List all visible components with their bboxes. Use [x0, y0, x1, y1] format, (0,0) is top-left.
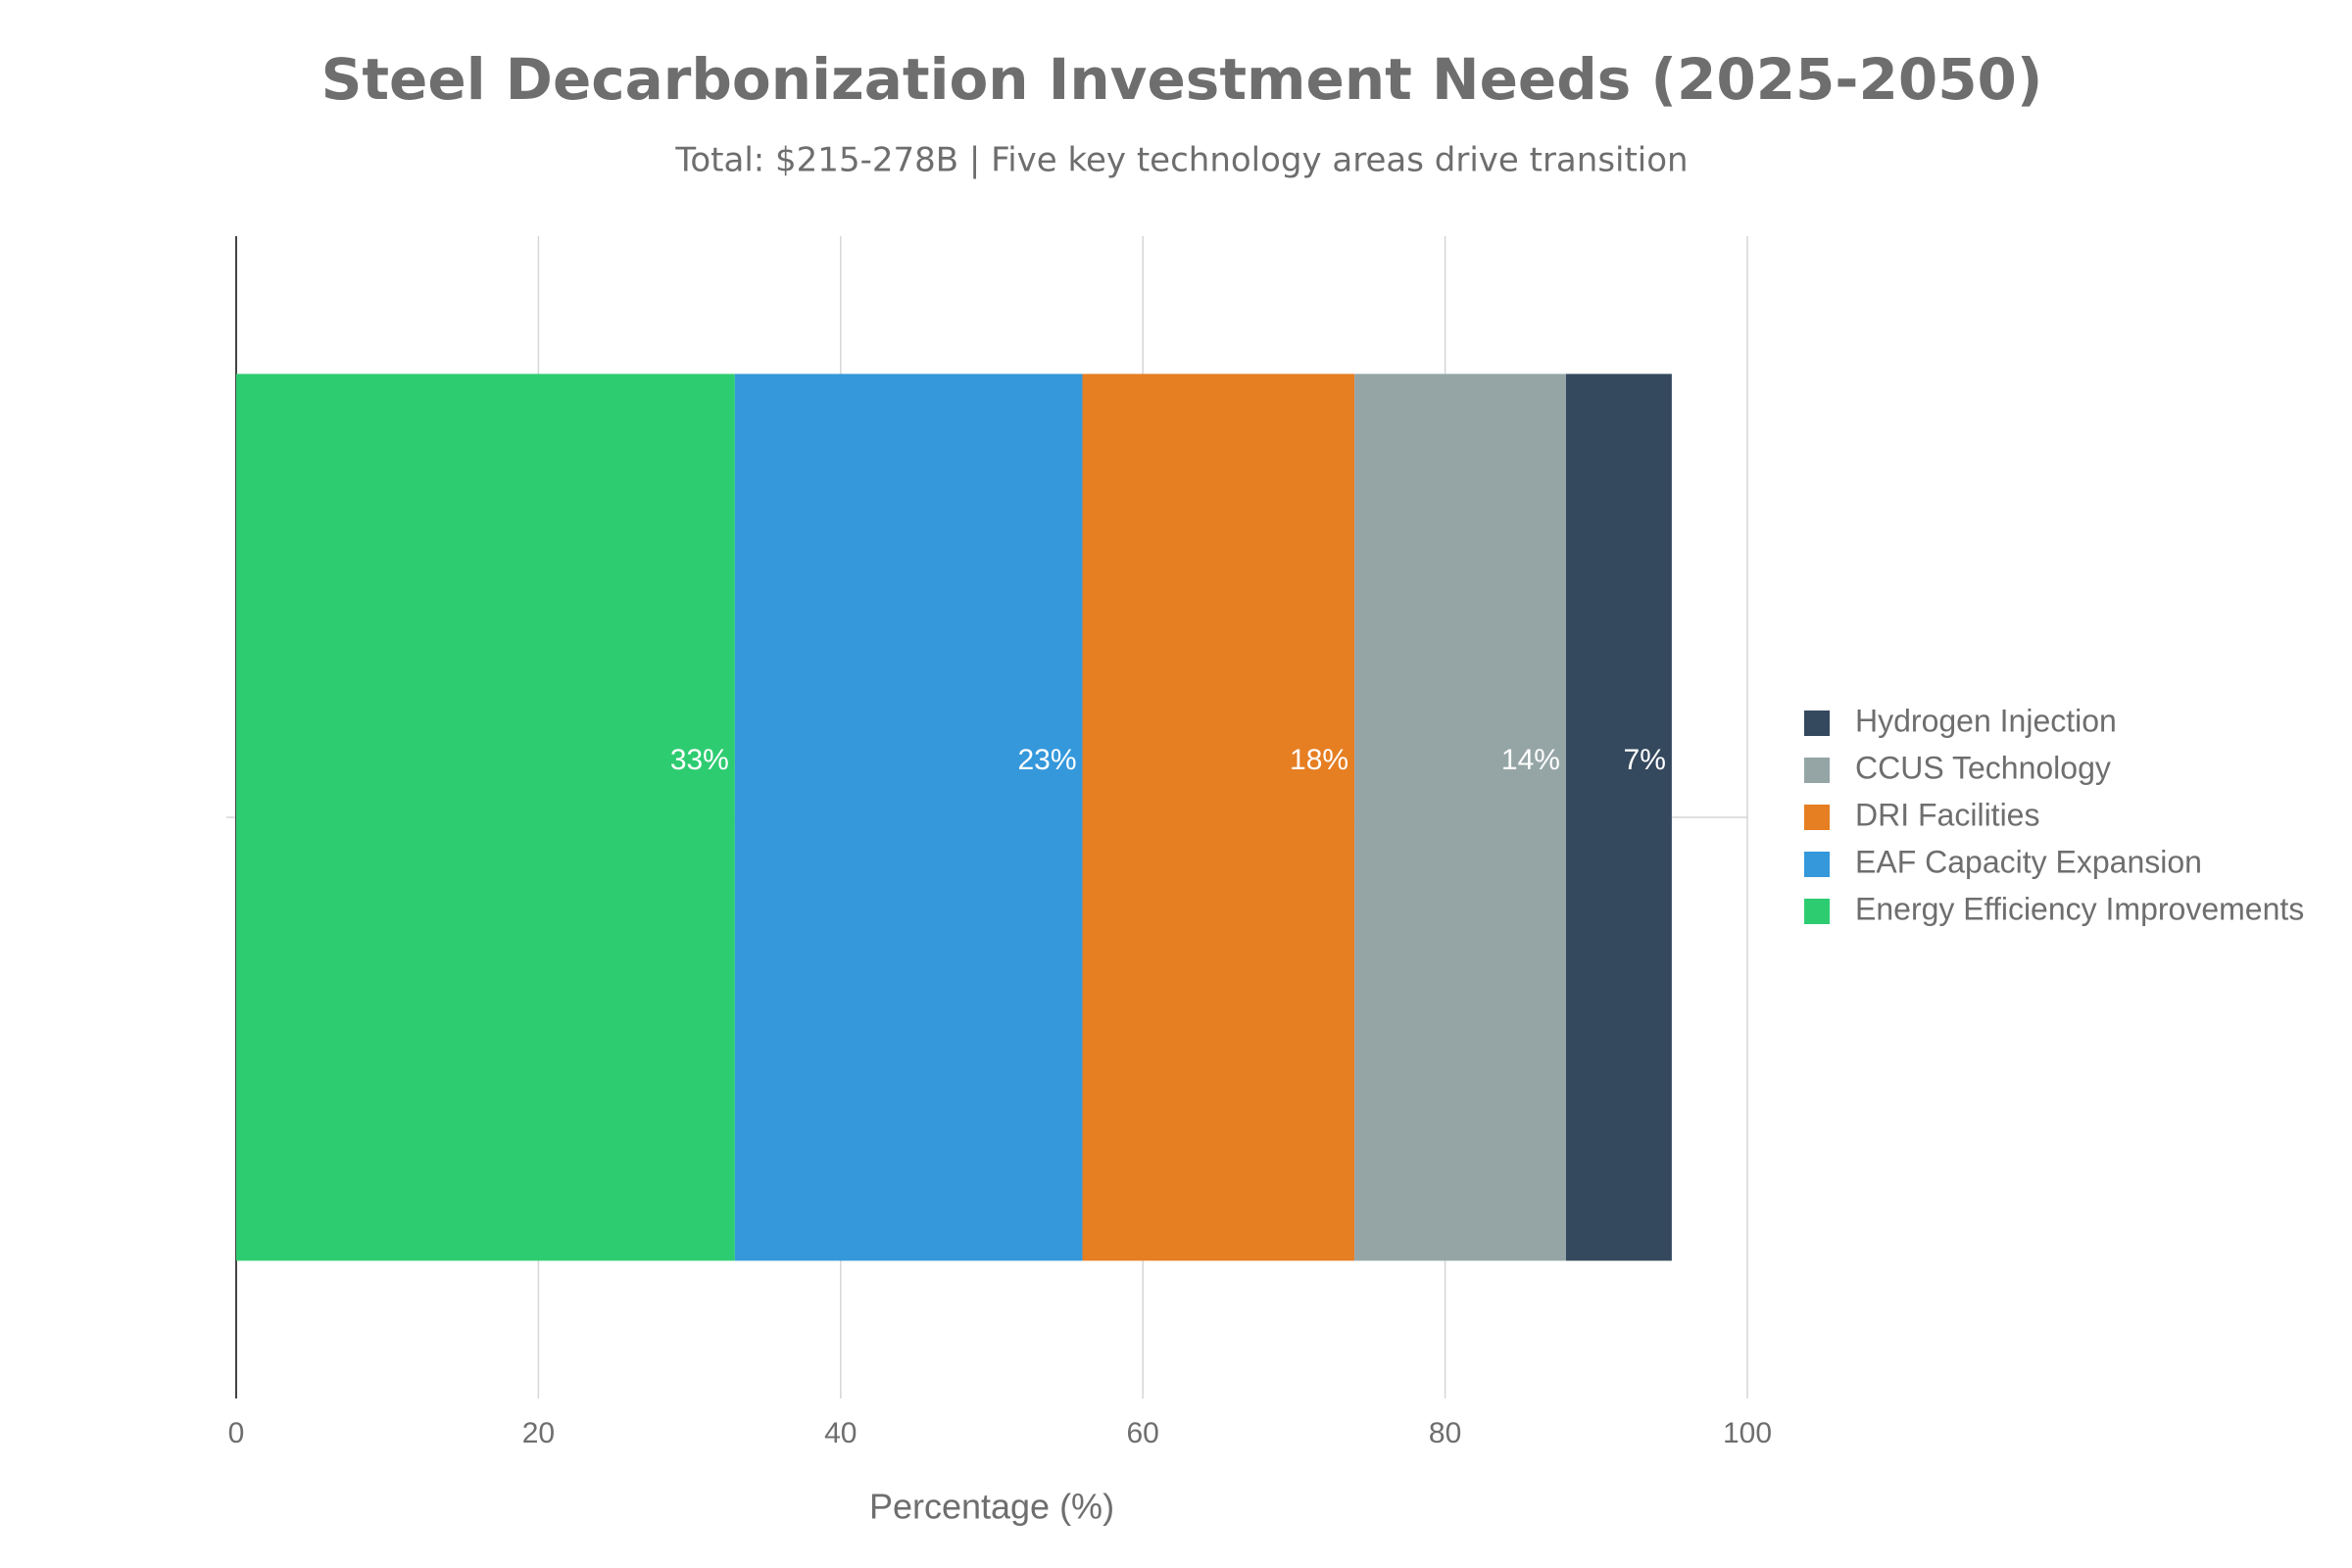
legend-swatch [1804, 852, 1830, 877]
legend-swatch [1804, 758, 1830, 783]
legend-swatch [1804, 899, 1830, 924]
value-label: 7% [1624, 744, 1666, 776]
x-tick-label: 100 [1723, 1417, 1772, 1449]
x-axis-title: Percentage (%) [869, 1487, 1114, 1527]
legend-label: CCUS Technology [1855, 750, 2111, 785]
x-tick-label: 80 [1429, 1417, 1461, 1449]
x-tick-label: 60 [1127, 1417, 1159, 1449]
bar-segment [1354, 373, 1566, 1261]
value-label: 14% [1501, 744, 1560, 776]
legend-swatch [1804, 710, 1830, 736]
bar-segment [236, 373, 735, 1261]
chart-title: Steel Decarbonization Investment Needs (… [321, 46, 2043, 113]
value-label: 33% [670, 744, 729, 776]
bar-segment [734, 373, 1083, 1261]
bar-segment [1565, 373, 1672, 1261]
bar-segment [1082, 373, 1355, 1261]
chart-subtitle: Total: $215-278B | Five key technology a… [674, 141, 1688, 180]
x-tick-label: 0 [228, 1417, 245, 1449]
legend-label: Energy Efficiency Improvements [1855, 891, 2304, 926]
legend-swatch [1804, 805, 1830, 830]
x-tick-label: 40 [824, 1417, 857, 1449]
x-tick-label: 20 [522, 1417, 555, 1449]
legend-label: DRI Facilities [1855, 797, 2039, 832]
value-label: 18% [1290, 744, 1348, 776]
value-label: 23% [1017, 744, 1076, 776]
legend-label: Hydrogen Injection [1855, 703, 2117, 738]
legend-label: EAF Capacity Expansion [1855, 844, 2202, 879]
